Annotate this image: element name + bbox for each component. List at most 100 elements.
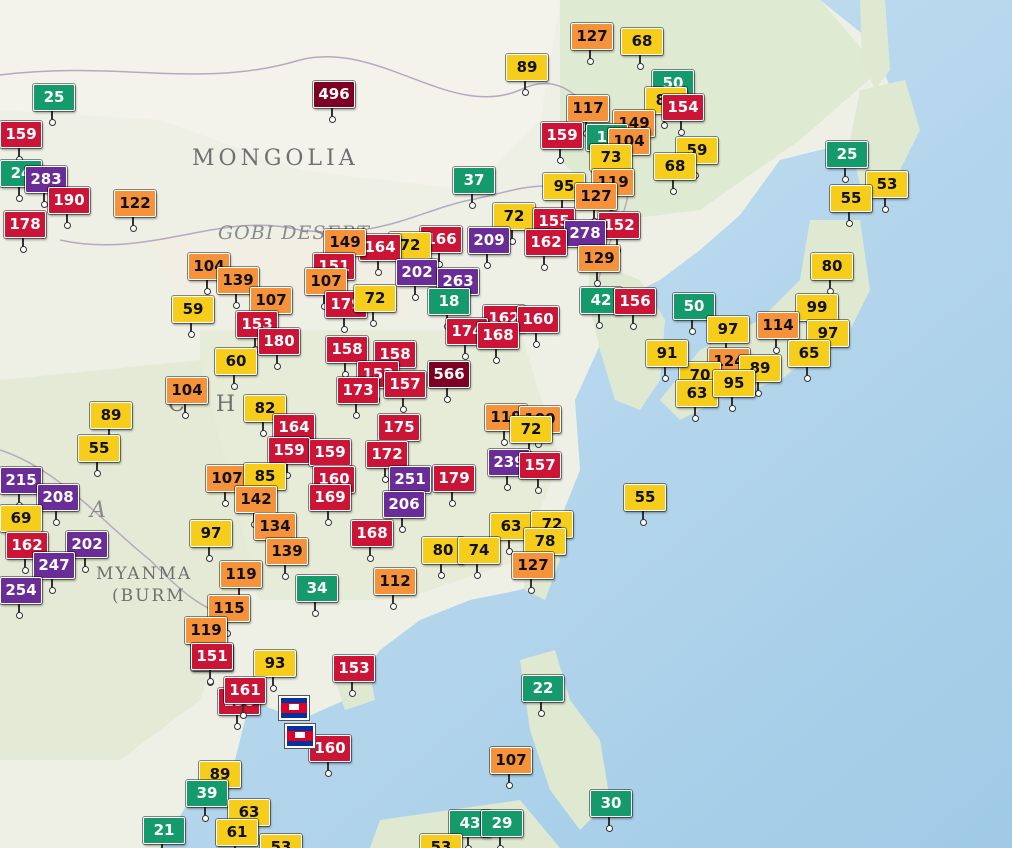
marker-pin-stem [530, 579, 532, 589]
marker-pin-dot [538, 710, 545, 717]
marker-pin-dot [804, 375, 811, 382]
marker-pin-stem [234, 846, 236, 848]
marker-pin-dot [670, 188, 677, 195]
aqi-value-label: 97 [190, 520, 232, 547]
marker-pin-dot [325, 519, 332, 526]
aqi-value-label: 93 [254, 650, 296, 677]
aqi-value-label: 50 [673, 293, 715, 320]
marker-pin-stem [276, 355, 278, 365]
marker-pin-stem [806, 367, 808, 377]
aqi-value-label: 72 [493, 203, 535, 230]
marker-pin-stem [524, 81, 526, 91]
marker-pin-stem [543, 256, 545, 266]
marker-pin-stem [495, 349, 497, 359]
marker-pin-stem [190, 323, 192, 333]
marker-pin-stem [451, 492, 453, 502]
aqi-value-label: 68 [621, 28, 663, 55]
aqi-value-label: 112 [374, 568, 416, 595]
aqi-value-label: 142 [235, 486, 277, 513]
marker-pin-dot [260, 430, 267, 437]
aqi-value-label: 72 [510, 416, 552, 443]
marker-pin-stem [664, 367, 666, 377]
marker-pin-stem [55, 511, 57, 521]
marker-pin-dot [182, 412, 189, 419]
marker-pin-stem [208, 547, 210, 557]
marker-pin-dot [474, 572, 481, 579]
marker-pin-stem [757, 382, 759, 392]
marker-pin-stem [844, 168, 846, 178]
aqi-value-label: 190 [48, 187, 90, 214]
marker-pin-dot [41, 201, 48, 208]
marker-pin-dot [462, 353, 469, 360]
marker-pin-dot [506, 782, 513, 789]
marker-pin-stem [272, 677, 274, 687]
aqi-value-label: 18 [428, 288, 470, 315]
marker-pin-dot [82, 566, 89, 573]
marker-pin-dot [382, 476, 389, 483]
aqi-value-label: 89 [90, 402, 132, 429]
marker-pin-dot [501, 439, 508, 446]
aqi-value-label: 29 [481, 810, 523, 837]
marker-pin-stem [355, 404, 357, 414]
marker-pin-dot [204, 288, 211, 295]
aqi-value-label: 149 [324, 229, 366, 256]
aqi-value-label: 159 [268, 437, 310, 464]
marker-pin-stem [775, 339, 777, 349]
aqi-value-label: 55 [830, 185, 872, 212]
aqi-value-label: 104 [188, 253, 230, 280]
aqi-value-label: 55 [78, 435, 120, 462]
aqi-value-label: 30 [590, 790, 632, 817]
marker-pin-stem [528, 443, 530, 453]
marker-pin-dot [497, 845, 504, 848]
marker-pin-stem [254, 338, 256, 348]
marker-pin-stem [18, 494, 20, 504]
marker-pin-dot [509, 238, 516, 245]
aqi-value-label: 169 [309, 484, 351, 511]
marker-pin-stem [286, 464, 288, 474]
marker-pin-dot [541, 264, 548, 271]
aqi-value-label: 65 [788, 340, 830, 367]
marker-pin-stem [537, 479, 539, 489]
aqi-value-label: 162 [525, 229, 567, 256]
marker-pin-stem [18, 148, 20, 158]
marker-pin-stem [238, 588, 240, 598]
marker-pin-stem [596, 272, 598, 282]
marker-pin-dot [444, 396, 451, 403]
marker-pin-stem [204, 807, 206, 817]
aqi-value-label: 95 [713, 370, 755, 397]
aqi-value-label: 139 [266, 538, 308, 565]
marker-pin-stem [540, 702, 542, 712]
aqi-value-label: 179 [433, 465, 475, 492]
marker-pin-stem [616, 239, 618, 249]
marker-pin-dot [533, 341, 540, 348]
aqi-value-label: 117 [567, 95, 609, 122]
marker-pin-stem [343, 318, 345, 328]
marker-pin-dot [353, 412, 360, 419]
marker-pin-stem [51, 579, 53, 589]
aqi-value-label: 89 [506, 54, 548, 81]
marker-pin-dot [282, 573, 289, 580]
marker-pin-dot [506, 548, 513, 555]
aqi-value-label: 85 [244, 463, 286, 490]
marker-pin-stem [402, 398, 404, 408]
aqi-value-label: 153 [333, 655, 375, 682]
aqi-value-label: 127 [571, 23, 613, 50]
marker-pin-dot [661, 122, 668, 129]
marker-pin-dot [637, 63, 644, 70]
marker-pin-stem [284, 565, 286, 575]
aqi-value-label: 172 [366, 441, 408, 468]
marker-pin-stem [242, 704, 244, 714]
aqi-value-label: 206 [383, 491, 425, 518]
marker-pin-dot [596, 322, 603, 329]
marker-pin-stem [132, 217, 134, 227]
aqi-value-label: 247 [33, 552, 75, 579]
marker-pin-stem [327, 511, 329, 521]
marker-pin-dot [504, 484, 511, 491]
marker-pin-dot [312, 610, 319, 617]
marker-pin-stem [642, 511, 644, 521]
marker-pin-dot [207, 678, 214, 685]
marker-pin-stem [84, 558, 86, 568]
marker-pin-dot [594, 280, 601, 287]
